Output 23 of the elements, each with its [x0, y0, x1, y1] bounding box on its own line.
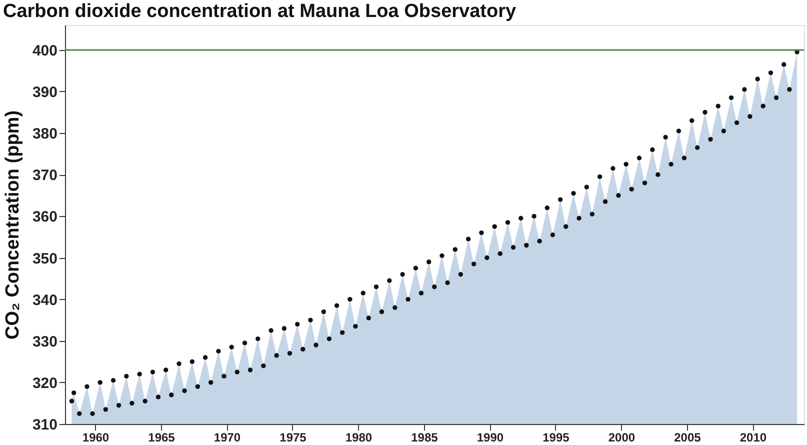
- y-tick-label: 350: [32, 250, 58, 268]
- y-tick-label: 360: [32, 208, 58, 226]
- chart-title: Carbon dioxide concentration at Mauna Loa Observatory: [2, 1, 516, 22]
- y-tick-label: 380: [32, 126, 58, 143]
- x-tick-label: 2005: [674, 430, 702, 444]
- y-tick-label: 370: [32, 167, 58, 184]
- y-tick-label: 390: [32, 84, 58, 101]
- x-tick-label: 2010: [740, 430, 767, 444]
- y-tick-label: 340: [32, 292, 58, 309]
- y-tick-label: 310: [32, 416, 58, 434]
- y-axis-title: CO₂ Concentration (ppm): [2, 110, 24, 340]
- x-tick-label: 1990: [476, 430, 504, 444]
- x-tick-label: 1995: [542, 430, 570, 444]
- x-tick-label: 1985: [411, 430, 438, 444]
- x-tick-label: 2000: [608, 430, 636, 444]
- x-tick-label: 1975: [280, 430, 307, 444]
- y-tick-label: 320: [32, 374, 58, 392]
- y-tick-label: 400: [32, 42, 58, 60]
- x-tick-label: 1960: [82, 430, 110, 444]
- y-tick-label: 330: [32, 333, 58, 350]
- x-tick-label: 1980: [345, 430, 372, 444]
- x-tick-label: 1970: [214, 430, 241, 444]
- x-tick-label: 1965: [148, 430, 176, 444]
